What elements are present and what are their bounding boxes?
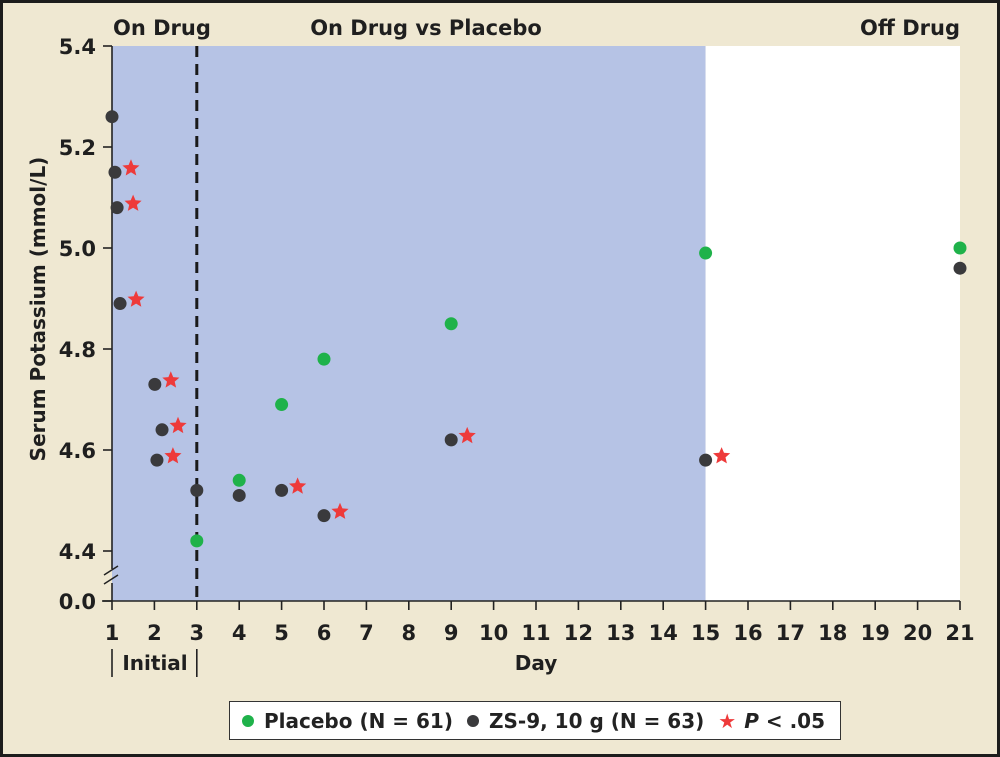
significance-star (124, 194, 142, 211)
zs9-point (699, 453, 713, 467)
placebo-point (190, 534, 204, 548)
shaded-region-0 (112, 46, 706, 601)
x-tick-label: 2 (147, 621, 162, 645)
zs9-point (110, 201, 124, 215)
placebo-point (317, 352, 331, 366)
significance-star (127, 290, 145, 307)
placebo-point (953, 241, 967, 255)
shaded-region-1 (705, 46, 960, 601)
significance-star (162, 371, 180, 388)
significance-star (289, 477, 307, 494)
zs9-point (190, 483, 204, 497)
x-tick-label: 10 (479, 621, 508, 645)
x-tick-label: 21 (945, 621, 974, 645)
zs9-point (444, 433, 458, 447)
x-tick-label: 1 (105, 621, 120, 645)
zs9-point (148, 377, 162, 391)
y-tick-label: 5.0 (59, 237, 96, 261)
significance-star (713, 447, 731, 464)
x-tick-label: 7 (359, 621, 374, 645)
phase-label-off-drug: Off Drug (860, 16, 960, 40)
placebo-point (699, 246, 713, 260)
x-tick-label: 11 (521, 621, 550, 645)
x-tick-label: 8 (401, 621, 416, 645)
zs9-point (150, 453, 164, 467)
star-icon: ★ (718, 708, 737, 733)
significance-star (458, 426, 476, 444)
y-tick-label: 4.6 (59, 439, 96, 463)
y-axis-label: Serum Potassium (mmol/L) (26, 157, 50, 462)
zs9-point (155, 423, 169, 437)
x-tick-label: 18 (818, 621, 847, 645)
significance-star (122, 159, 140, 176)
y-tick-label: 5.2 (59, 136, 96, 160)
x-tick-label: 19 (861, 621, 890, 645)
x-tick-label: 13 (606, 621, 635, 645)
y-tick-label: 5.4 (59, 35, 96, 59)
legend-label-p-italic: P (744, 708, 759, 733)
phase-label-on-drug: On Drug (113, 16, 211, 40)
placebo-point (232, 473, 246, 487)
x-tick-label: 12 (564, 621, 593, 645)
x-tick-label: 9 (444, 621, 459, 645)
y-tick-label: 0.0 (59, 590, 96, 614)
x-tick-label: 16 (733, 621, 762, 645)
zs9-point (105, 110, 119, 124)
legend-item-significance: ★ P < .05 (718, 709, 825, 733)
zs9-point (113, 297, 127, 311)
x-axis-label: Day (515, 651, 558, 675)
significance-star (169, 416, 187, 434)
zs9-point (275, 483, 289, 497)
x-tick-label: 17 (776, 621, 805, 645)
x-tick-label: 14 (649, 621, 678, 645)
phase-label-on-drug-vs-placebo: On Drug vs Placebo (310, 16, 542, 40)
legend-label-zs9: ZS-9, 10 g (N = 63) (488, 708, 705, 733)
legend-item-zs9: ZS-9, 10 g (N = 63) (466, 708, 705, 733)
placebo-point (444, 317, 458, 331)
x-tick-label: 3 (189, 621, 204, 645)
placebo-point (275, 398, 289, 412)
legend-label-placebo: Placebo (N = 61) (264, 708, 453, 733)
initial-bracket-label: Initial (122, 651, 187, 675)
legend: Placebo (N = 61) ZS-9, 10 g (N = 63) ★ P… (229, 701, 841, 740)
significance-star (164, 447, 182, 464)
zs9-point (953, 261, 967, 275)
y-tick-label: 4.4 (59, 540, 96, 564)
x-tick-label: 5 (274, 621, 289, 645)
legend-item-placebo: Placebo (N = 61) (242, 709, 453, 733)
significance-star (331, 502, 349, 519)
chart-svg: 1 2 3 4 5 6 7 8 9 10 11 12 13 14 15 16 17 18 19 20 21 0.04.4… (26, 16, 975, 677)
axis-break-mark-bottom (103, 574, 119, 585)
legend-label-p-rest: < .05 (758, 708, 826, 733)
dark-circle-icon (466, 714, 479, 727)
zs9-point (108, 165, 122, 179)
zs9-point (232, 488, 246, 502)
x-tick-label: 20 (903, 621, 932, 645)
x-tick-label: 4 (232, 621, 247, 645)
x-tick-label: 6 (317, 621, 332, 645)
x-tick-label: 15 (691, 621, 720, 645)
zs9-point (317, 509, 331, 523)
y-tick-label: 4.8 (59, 338, 96, 362)
green-circle-icon (242, 714, 254, 727)
axis-break-mark-top (103, 565, 119, 576)
